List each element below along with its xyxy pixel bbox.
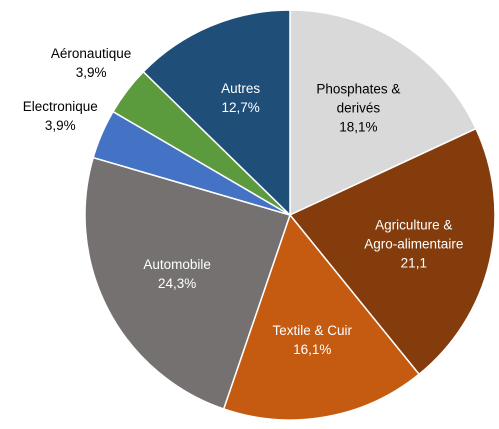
slice-name: Phosphates & derivés xyxy=(316,81,401,116)
slice-label: Textile & Cuir 16,1% xyxy=(262,321,362,359)
pie-slice xyxy=(288,127,496,376)
slice-name: Agriculture & Agro-alimentaire xyxy=(364,217,464,252)
slice-label: Automobile 24,3% xyxy=(127,255,227,293)
slice-name: Automobile xyxy=(143,256,211,272)
slice-value: 3,9% xyxy=(44,118,76,134)
slice-name: Aéronautique xyxy=(50,46,132,62)
slice-value: 12,7% xyxy=(221,99,260,115)
slice-name: Autres xyxy=(221,80,261,96)
slice-label: Electronique 3,9% xyxy=(10,97,110,135)
slice-name: Electronique xyxy=(22,99,98,115)
pie-slice xyxy=(289,9,477,217)
slice-label: Agriculture & Agro-alimentaire 21,1 xyxy=(364,215,464,272)
slice-name: Textile & Cuir xyxy=(272,323,352,339)
slice-label: Phosphates & derivés 18,1% xyxy=(308,79,408,136)
slice-value: 16,1% xyxy=(293,342,332,358)
slice-value: 24,3% xyxy=(158,275,197,291)
slice-value: 21,1 xyxy=(400,255,427,271)
slice-value: 18,1% xyxy=(339,119,378,135)
slice-label: Aéronautique 3,9% xyxy=(41,44,141,82)
slice-label: Autres 12,7% xyxy=(191,79,291,117)
pie-slice xyxy=(142,9,291,217)
slice-value: 3,9% xyxy=(75,65,107,81)
pie-slice xyxy=(84,156,291,410)
